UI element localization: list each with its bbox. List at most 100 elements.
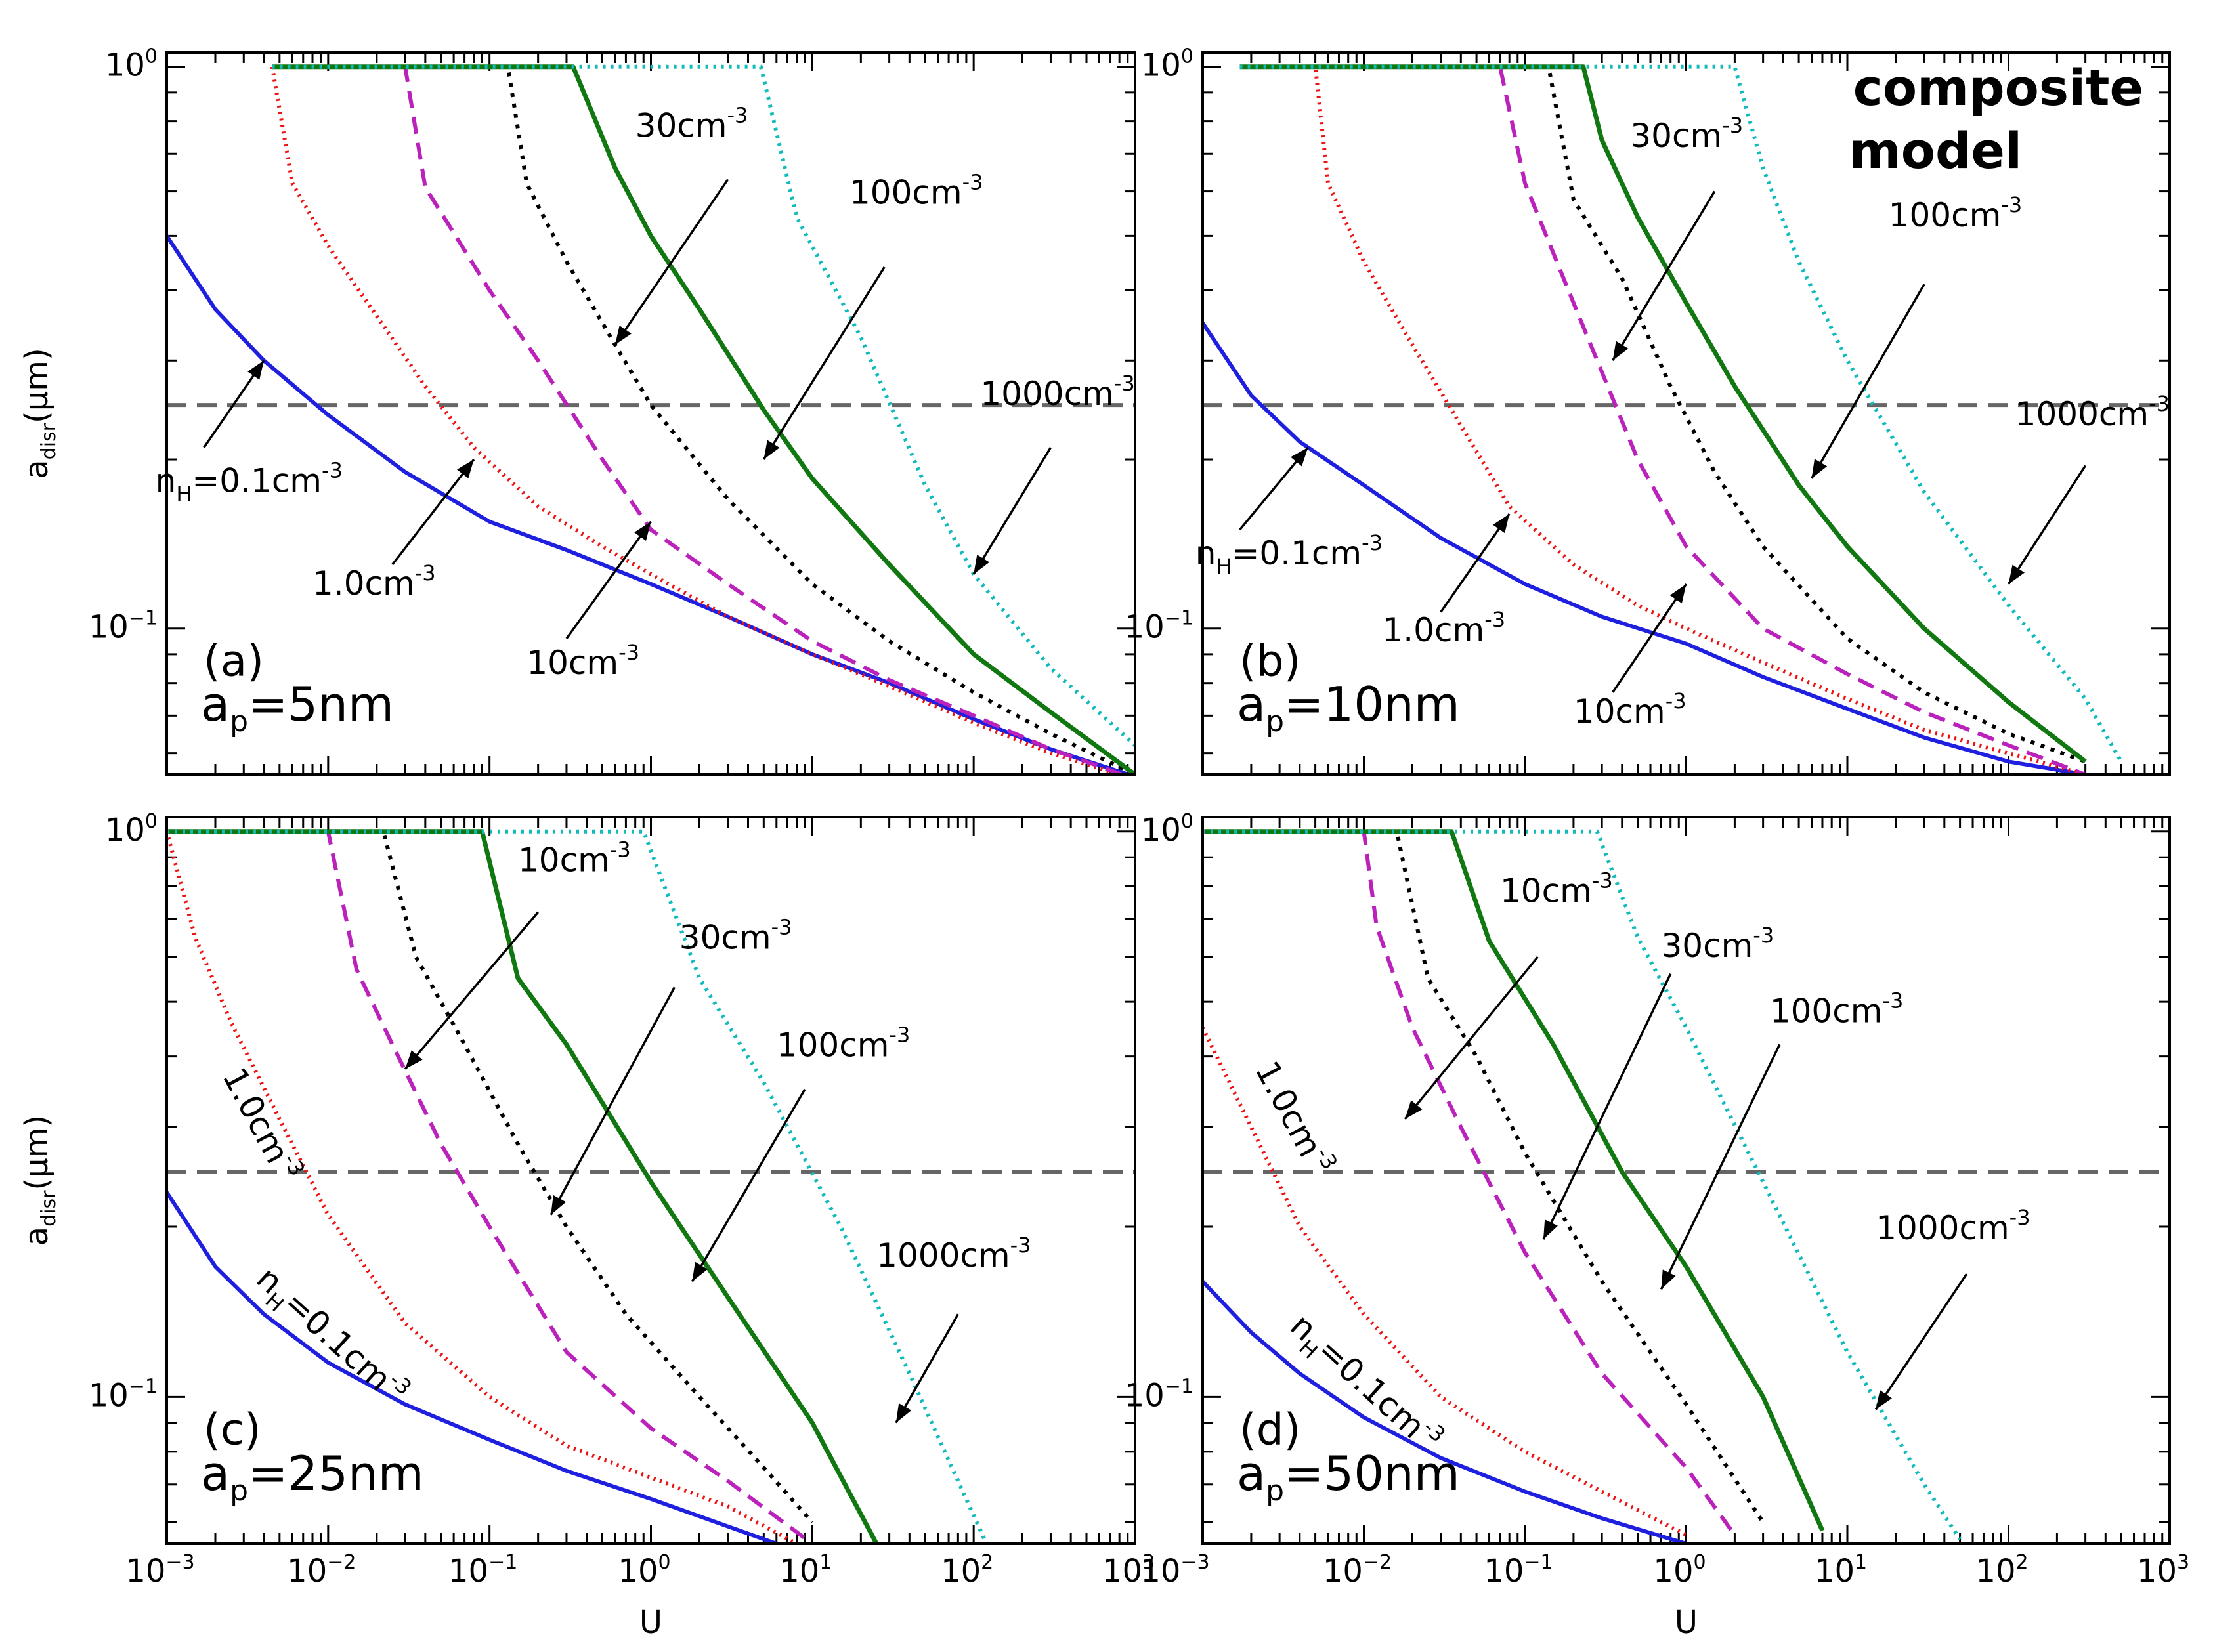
annotation-arrowhead bbox=[1405, 1100, 1423, 1120]
x-tick-label: 103 bbox=[2137, 1551, 2189, 1590]
annotation: 100cm-3 bbox=[1660, 988, 1904, 1290]
annotation-label: 100cm-3 bbox=[1770, 988, 1904, 1030]
y-tick-label: 100 bbox=[105, 45, 158, 84]
annotation-arrowhead bbox=[551, 1195, 567, 1215]
annotation-arrowhead bbox=[692, 1261, 708, 1282]
size-label: ap=25nm bbox=[201, 1446, 424, 1508]
annotation-arrow bbox=[2008, 465, 2087, 585]
annotation: 10cm-3 bbox=[1404, 868, 1613, 1120]
annotation-arrow bbox=[1660, 1044, 1781, 1290]
series-line bbox=[270, 66, 1127, 774]
plot-frame bbox=[1201, 51, 2171, 776]
annotation-arrow bbox=[404, 911, 540, 1070]
annotation: 1.0cm-3 bbox=[1248, 1055, 1343, 1174]
annotation-arrowhead bbox=[1669, 583, 1687, 604]
series-line bbox=[167, 1191, 777, 1544]
x-axis-label: U bbox=[1675, 1604, 1698, 1641]
annotation: 100cm-3 bbox=[691, 1023, 910, 1282]
y-tick-label: 10−1 bbox=[1125, 607, 1193, 646]
annotation-arrow bbox=[1874, 1273, 1968, 1410]
x-tick-label: 10−2 bbox=[287, 1551, 356, 1590]
series-line bbox=[1239, 64, 2086, 774]
annotation: 30cm-3 bbox=[549, 915, 792, 1216]
series-line bbox=[1203, 1280, 1687, 1544]
y-tick-label: 100 bbox=[105, 810, 158, 849]
series-line bbox=[167, 234, 1135, 774]
panel-tag: (b) bbox=[1239, 636, 1300, 687]
plot-frame bbox=[165, 51, 1136, 776]
annotation-arrowhead bbox=[763, 440, 780, 460]
y-tick-label: 100 bbox=[1141, 810, 1193, 849]
panel-b: nH=0.1cm-3 1.0cm-3 10cm-3 30cm-3 100cm-3 1000… bbox=[1125, 45, 2171, 776]
annotation: 1.0cm-3 bbox=[215, 1059, 311, 1188]
panel-tag: (c) bbox=[204, 1404, 261, 1454]
series-group bbox=[167, 64, 1135, 774]
annotation-arrow bbox=[762, 266, 886, 460]
annotation: 1000cm-3 bbox=[2008, 391, 2170, 585]
x-tick-label: 10−3 bbox=[1140, 1551, 1209, 1590]
y-tick-label: 10−1 bbox=[89, 1375, 158, 1414]
x-tick-label: 101 bbox=[1815, 1551, 1867, 1590]
annotation-arrowhead bbox=[247, 360, 265, 380]
panel-d: nH=0.1cm-3 1.0cm-3 10cm-3 30cm-3 100cm-3 1000… bbox=[1125, 810, 2189, 1641]
annotation: 10cm-3 bbox=[1574, 583, 1687, 731]
series-line bbox=[167, 829, 814, 1544]
annotation: 1000cm-3 bbox=[1874, 1205, 2030, 1410]
annotation-arrowhead bbox=[2008, 564, 2025, 584]
annotation-label: nH=0.1cm-3 bbox=[156, 458, 343, 507]
annotation-arrow bbox=[691, 1088, 806, 1282]
annotation-arrowhead bbox=[1661, 1269, 1676, 1290]
y-axis-label: adisr(μm) bbox=[18, 1115, 60, 1246]
x-tick-label: 103 bbox=[1102, 1551, 1155, 1590]
panel-tag: (d) bbox=[1239, 1404, 1300, 1454]
ticks bbox=[1201, 817, 2170, 1544]
annotation: 100cm-3 bbox=[762, 170, 983, 460]
plot-frame bbox=[165, 816, 1136, 1545]
x-tick-label: 10−1 bbox=[1484, 1551, 1553, 1590]
x-tick-label: 100 bbox=[618, 1551, 670, 1590]
annotation: nH=0.1cm-3 bbox=[1283, 1306, 1450, 1447]
series-group bbox=[1203, 829, 1962, 1544]
series-line bbox=[1239, 64, 2123, 763]
annotation-arrow bbox=[1612, 190, 1716, 362]
annotation-arrowhead bbox=[1612, 341, 1629, 361]
y-tick-label: 10−1 bbox=[1125, 1375, 1193, 1414]
panel-a: nH=0.1cm-3 1.0cm-3 10cm-3 30cm-3 100cm-3 1000… bbox=[18, 45, 1136, 776]
annotation-arrow bbox=[549, 986, 676, 1216]
annotation-arrowhead bbox=[895, 1403, 912, 1423]
annotation-arrow bbox=[972, 446, 1052, 575]
size-label: ap=10nm bbox=[1237, 677, 1460, 738]
annotation-label: 10cm-3 bbox=[526, 640, 639, 682]
series-line bbox=[1239, 64, 2086, 774]
series-line bbox=[167, 829, 989, 1544]
annotation-label: 1.0cm-3 bbox=[312, 561, 436, 603]
panel-c: nH=0.1cm-3 1.0cm-3 10cm-3 30cm-3 100cm-3 1000… bbox=[18, 810, 1155, 1641]
ticks bbox=[1201, 53, 2170, 774]
series-line bbox=[272, 64, 1135, 774]
series-line bbox=[1203, 322, 2086, 774]
y-tick-label: 100 bbox=[1141, 45, 1193, 84]
figure-title: composite model bbox=[1849, 58, 2143, 180]
annotation-arrow bbox=[391, 458, 475, 566]
annotation-label: 30cm-3 bbox=[635, 103, 748, 145]
annotation-label: 30cm-3 bbox=[1661, 923, 1774, 965]
ticks bbox=[165, 817, 1135, 1544]
annotation-arrowhead bbox=[1291, 447, 1308, 467]
panels-layer: nH=0.1cm-3 1.0cm-3 10cm-3 30cm-3 100cm-3 1000… bbox=[18, 45, 2189, 1641]
x-tick-label: 101 bbox=[779, 1551, 832, 1590]
annotation-arrowhead bbox=[1543, 1219, 1558, 1240]
annotation-label: 1.0cm-3 bbox=[215, 1059, 311, 1188]
x-tick-label: 10−3 bbox=[125, 1551, 194, 1590]
annotation-label: 10cm-3 bbox=[1500, 868, 1613, 910]
annotation-label: 1000cm-3 bbox=[2015, 391, 2170, 433]
series-line bbox=[1203, 829, 1736, 1536]
annotation-arrowhead bbox=[1811, 459, 1828, 479]
series-line bbox=[272, 64, 1135, 747]
annotation-arrowhead bbox=[405, 1050, 423, 1069]
annotation-label: 30cm-3 bbox=[679, 915, 792, 957]
annotation: nH=0.1cm-3 bbox=[1195, 446, 1383, 579]
annotation: nH=0.1cm-3 bbox=[249, 1259, 417, 1400]
x-axis-label: U bbox=[639, 1604, 662, 1641]
plot-frame bbox=[1201, 816, 2171, 1545]
annotation: 30cm-3 bbox=[1612, 113, 1743, 362]
